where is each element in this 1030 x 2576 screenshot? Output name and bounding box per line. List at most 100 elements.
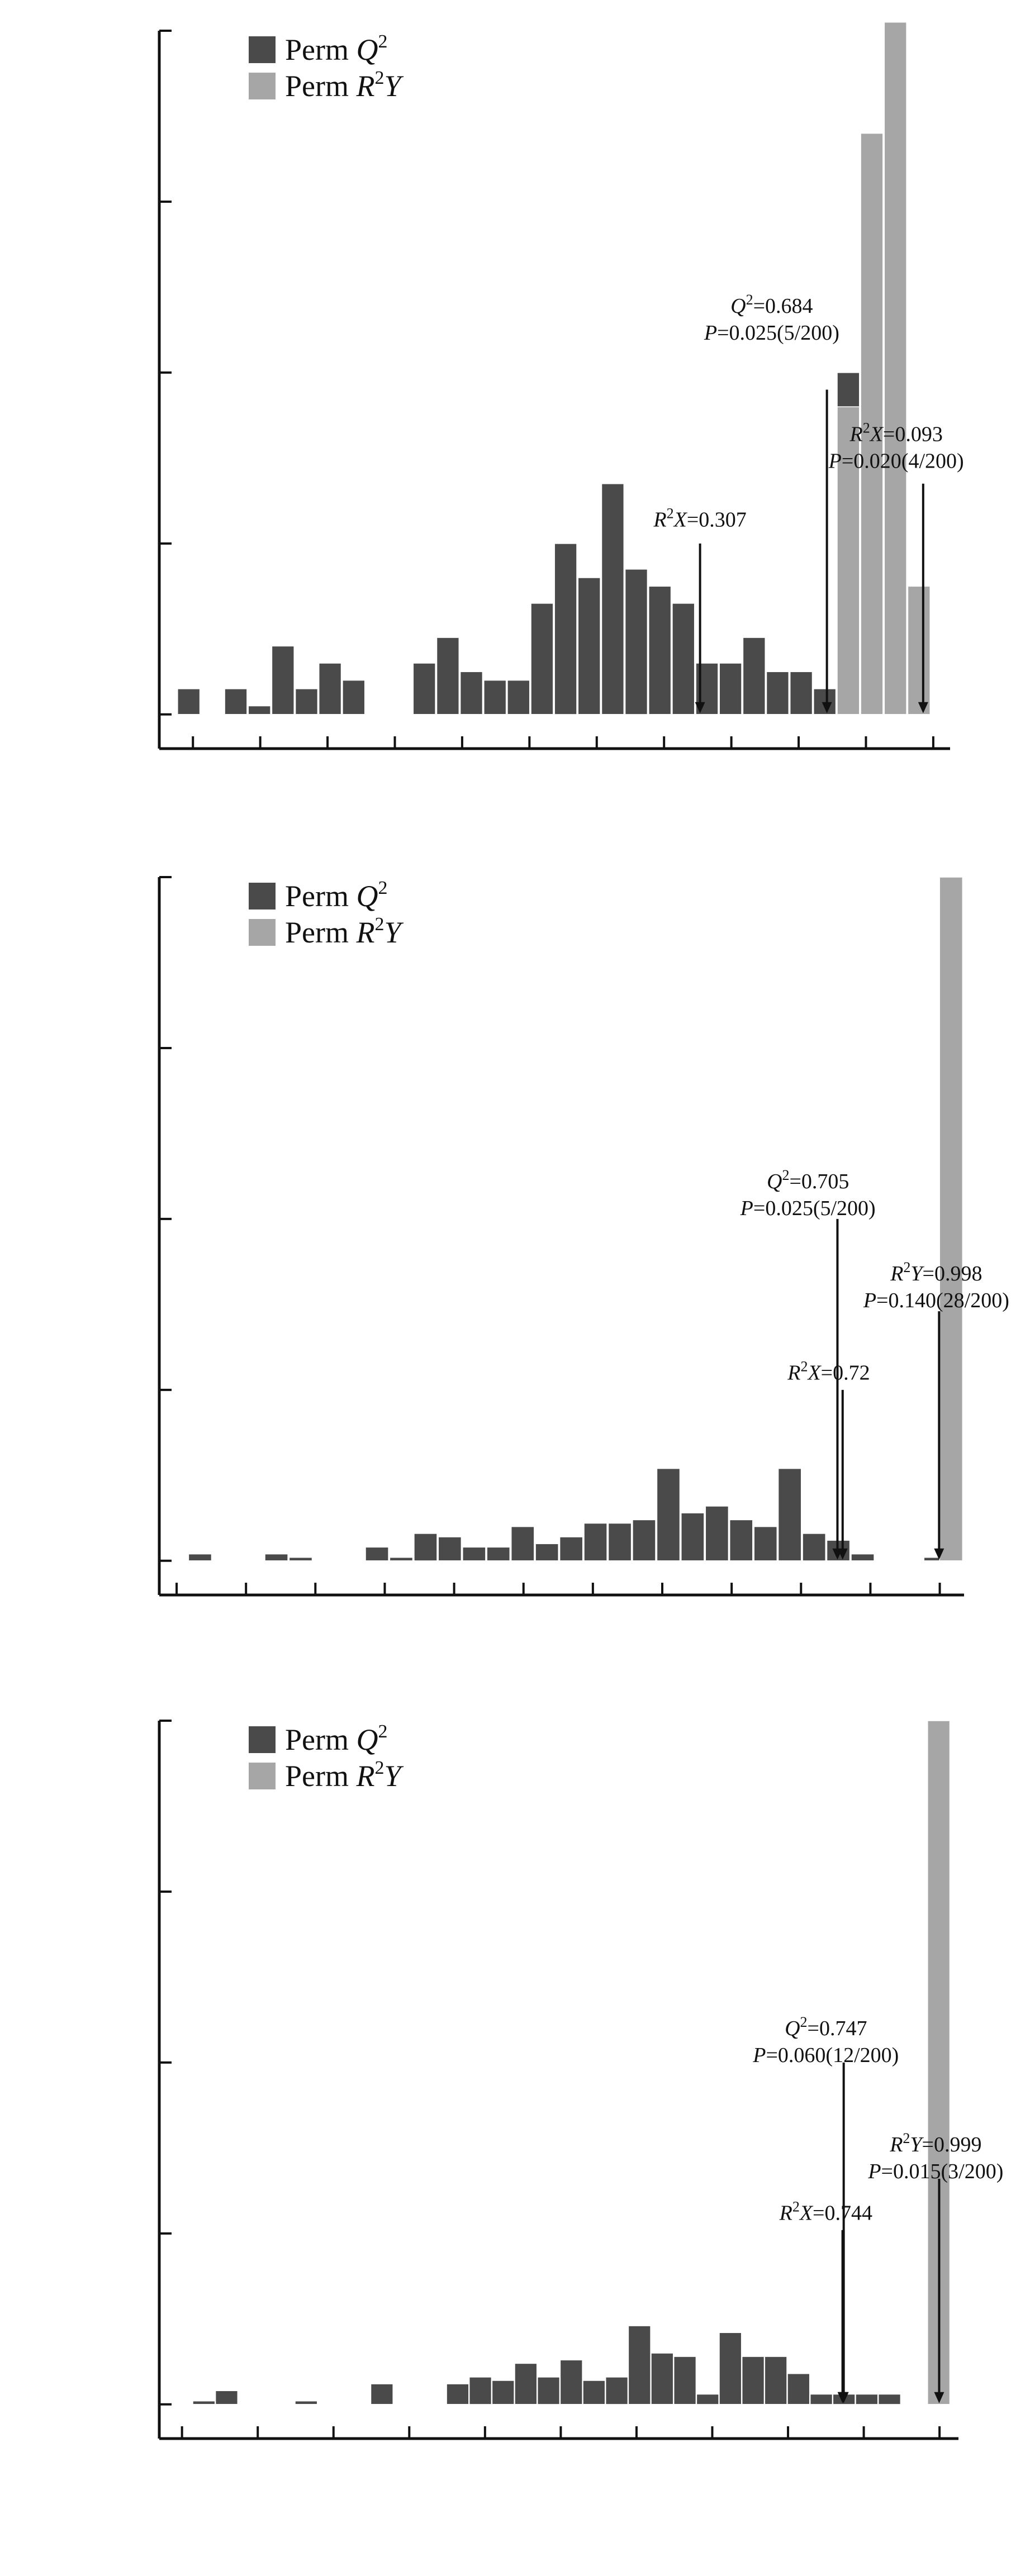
q2-bar [318, 663, 342, 715]
q2-bar [651, 2353, 674, 2405]
annotation-line-1: R2X=0.307 [653, 505, 746, 531]
q2-bar [741, 2356, 765, 2405]
annotation-line-1: R2Y=0.998 [890, 1259, 982, 1285]
q2-bar [295, 688, 319, 715]
annotation-arrow-head [918, 702, 928, 713]
annotation-line-1: R2X=0.72 [787, 1359, 870, 1385]
r2y-bar [939, 877, 963, 1561]
q2-bar [656, 1468, 681, 1561]
q2-bar [632, 1519, 656, 1561]
annotation-line-1: Q2=0.705 [767, 1167, 849, 1193]
annotation-arrow-head [822, 702, 832, 713]
legend-label: Perm Q2 [285, 31, 388, 66]
legend-swatch [249, 73, 276, 99]
q2-bar [789, 671, 813, 715]
q2-bar [777, 1468, 802, 1561]
legend-label: Perm R2Y [285, 1758, 404, 1793]
q2-bar [681, 1512, 705, 1561]
legend-swatch [249, 36, 276, 63]
q2-bar [601, 483, 625, 715]
q2-bar [248, 705, 271, 715]
annotation-line-2: P=0.025(5/200) [704, 321, 839, 345]
annotation-arrow-head [934, 1548, 944, 1560]
legend-swatch [249, 919, 276, 946]
q2-bar [673, 2356, 697, 2405]
q2-bar [628, 2325, 651, 2405]
q2-bar [605, 2377, 629, 2405]
q2-bar [188, 1553, 212, 1561]
legend-label: Perm R2Y [285, 914, 404, 949]
r2y-bar [884, 21, 907, 715]
q2-bar [414, 1533, 438, 1561]
q2-bar [719, 2332, 742, 2405]
q2-bar [607, 1522, 632, 1561]
annotation-line-1: Q2=0.747 [785, 2014, 867, 2040]
q2-bar [459, 671, 483, 715]
annotation-arrow-head [934, 2392, 944, 2403]
q2-bar [583, 1522, 607, 1561]
q2-bar [192, 2400, 216, 2405]
q2-bar [491, 2380, 515, 2405]
r2y-bar [860, 132, 884, 715]
r2y-bar [837, 406, 860, 715]
q2-bar [295, 2400, 318, 2405]
q2-bar [389, 1556, 414, 1561]
annotation-line-1: Q2=0.684 [730, 292, 813, 318]
annotation-arrow-head [695, 702, 705, 713]
q2-bar [224, 688, 248, 715]
q2-bar [264, 1553, 288, 1561]
q2-bar [510, 1526, 535, 1561]
q2-bar [438, 1536, 462, 1561]
q2-bar [483, 679, 507, 715]
annotation-line-2: P=0.140(28/200) [863, 1289, 1009, 1312]
q2-bar [813, 688, 837, 715]
q2-bar [446, 2383, 469, 2405]
annotation-arrow-head [837, 2392, 848, 2403]
q2-bar [766, 671, 790, 715]
annotation-line-2: P=0.015(3/200) [867, 2160, 1003, 2183]
q2-bar [648, 585, 672, 715]
q2-bar [624, 569, 648, 715]
q2-bar [696, 2393, 719, 2405]
q2-bar [577, 577, 601, 715]
q2-bar [342, 679, 366, 715]
q2-bar [535, 1543, 559, 1561]
q2-bar [412, 663, 436, 715]
annotation-arrow-head [837, 1548, 848, 1560]
q2-bar [742, 637, 766, 715]
q2-bar [672, 603, 695, 715]
q2-bar [530, 603, 554, 715]
q2-bar [787, 2373, 810, 2405]
annotation-line-1: R2X=0.093 [849, 420, 942, 446]
annotation-line-2: P=0.020(4/200) [828, 449, 964, 473]
q2-bar [215, 2390, 239, 2405]
q2-bar [177, 688, 201, 715]
q2-bar [582, 2380, 606, 2405]
q2-bar [468, 2377, 492, 2405]
legend-swatch [249, 1763, 276, 1789]
q2-bar [705, 1506, 729, 1561]
r2y-bar [907, 585, 931, 715]
q2-bar [855, 2393, 879, 2405]
legend-swatch [249, 883, 276, 910]
q2-bar [365, 1546, 389, 1561]
q2-bar [554, 543, 577, 715]
annotation-line-2: P=0.060(12/200) [752, 2044, 899, 2067]
annotation-line-1: R2Y=0.999 [889, 2130, 981, 2156]
q2-bar [719, 663, 742, 715]
q2-bar [559, 1536, 583, 1561]
q2-bar [537, 2377, 561, 2405]
q2-bar [877, 2393, 901, 2405]
q2-bar [486, 1546, 511, 1561]
q2-bar [851, 1553, 875, 1561]
q2-bar [559, 2359, 583, 2405]
q2-bar [271, 645, 295, 715]
q2-bar [802, 1533, 826, 1561]
annotation-line-2: P=0.025(5/200) [740, 1197, 876, 1220]
q2-bar [764, 2356, 787, 2405]
